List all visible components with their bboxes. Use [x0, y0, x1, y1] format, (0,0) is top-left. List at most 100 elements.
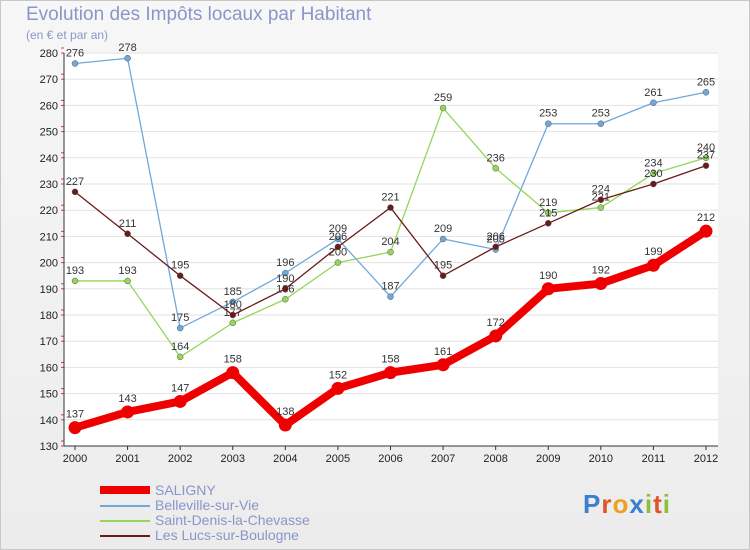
- data-point: [545, 209, 552, 217]
- data-label: 209: [434, 223, 452, 235]
- logo-letter: i: [662, 489, 671, 519]
- x-tick-label: 2008: [483, 453, 507, 465]
- data-label: 137: [66, 409, 84, 421]
- data-point: [121, 405, 135, 419]
- data-label: 180: [224, 299, 242, 311]
- data-point: [282, 296, 289, 303]
- data-point: [387, 248, 394, 256]
- data-label: 200: [329, 247, 347, 259]
- data-point: [597, 120, 605, 127]
- data-point: [594, 277, 608, 291]
- data-point: [702, 162, 710, 169]
- x-tick-label: 2007: [431, 453, 455, 465]
- data-point: [545, 220, 552, 227]
- y-tick-label: 190: [40, 284, 58, 296]
- x-tick-label: 2011: [642, 453, 666, 465]
- data-label: 161: [434, 346, 452, 358]
- data-label: 199: [644, 246, 662, 258]
- y-tick-label: 130: [40, 441, 58, 453]
- data-point: [650, 170, 657, 177]
- data-point: [545, 120, 552, 127]
- logo-letter: o: [612, 489, 630, 519]
- data-label: 192: [592, 265, 610, 277]
- y-tick-label: 230: [40, 179, 58, 191]
- data-point: [71, 60, 79, 67]
- x-tick-label: 2004: [273, 453, 297, 465]
- data-label: 253: [539, 108, 557, 120]
- data-label: 196: [276, 257, 294, 269]
- y-tick-label: 140: [40, 415, 58, 427]
- data-point: [387, 293, 394, 300]
- data-point: [439, 235, 447, 243]
- data-label: 138: [276, 406, 294, 418]
- data-label: 193: [118, 265, 136, 277]
- data-point: [650, 180, 657, 188]
- data-point: [702, 89, 710, 96]
- y-tick-label: 180: [40, 310, 58, 322]
- data-label: 190: [276, 273, 294, 285]
- data-label: 221: [381, 192, 399, 204]
- data-point: [439, 272, 447, 279]
- data-label: 230: [644, 168, 662, 180]
- data-point: [597, 196, 605, 203]
- data-point: [331, 381, 345, 395]
- data-label: 195: [171, 260, 189, 272]
- legend-label-belleville: Belleville-sur-Vie: [155, 497, 260, 513]
- data-label: 193: [66, 265, 84, 277]
- data-label: 206: [486, 231, 504, 243]
- data-label: 236: [486, 152, 504, 164]
- data-point: [699, 224, 713, 238]
- data-label: 278: [118, 42, 136, 54]
- data-point: [597, 204, 605, 211]
- data-label: 206: [329, 231, 347, 243]
- data-point: [278, 418, 292, 432]
- data-point: [492, 243, 499, 251]
- data-point: [334, 243, 342, 251]
- data-point: [229, 319, 236, 327]
- x-tick-label: 2009: [536, 453, 560, 465]
- data-point: [436, 358, 450, 372]
- logo-letter: i: [644, 489, 654, 519]
- data-point: [439, 104, 447, 112]
- data-point: [387, 204, 394, 211]
- legend-label-saligny: SALIGNY: [155, 482, 216, 498]
- data-point: [71, 188, 79, 196]
- data-label: 164: [171, 341, 189, 353]
- data-label: 205: [486, 234, 504, 246]
- data-label: 172: [486, 317, 504, 329]
- legend-swatch-saligny: [100, 486, 150, 494]
- data-label: 143: [118, 393, 136, 405]
- chart-subtitle: (en € et par an): [26, 28, 109, 42]
- chart-title: Evolution des Impôts locaux par Habitant: [26, 4, 372, 25]
- x-tick-label: 2001: [115, 453, 139, 465]
- x-tick-label: 2006: [378, 453, 402, 465]
- logo-letter: x: [629, 489, 645, 519]
- y-tick-label: 160: [40, 362, 58, 374]
- x-tick-label: 2003: [221, 453, 245, 465]
- legend-swatch-belleville: [100, 505, 150, 507]
- data-label: 261: [644, 87, 662, 99]
- data-label: 187: [381, 281, 399, 293]
- data-label: 185: [224, 286, 242, 298]
- data-point: [282, 285, 289, 293]
- data-label: 234: [644, 158, 662, 170]
- data-point: [124, 54, 131, 62]
- data-label: 158: [224, 354, 242, 366]
- data-label: 175: [171, 312, 189, 324]
- data-label: 158: [381, 354, 399, 366]
- legend-label-les-lucs: Les Lucs-sur-Boulogne: [155, 527, 299, 543]
- data-point: [334, 259, 342, 266]
- x-tick-label: 2000: [63, 453, 87, 465]
- data-point: [492, 165, 499, 172]
- data-label: 211: [119, 218, 137, 230]
- y-tick-label: 240: [40, 153, 58, 165]
- data-label: 212: [697, 212, 715, 224]
- x-tick-label: 2005: [326, 453, 350, 465]
- data-point: [226, 366, 240, 380]
- x-tick-label: 2002: [168, 453, 192, 465]
- data-point: [646, 258, 660, 272]
- y-tick-label: 200: [40, 258, 58, 270]
- data-point: [173, 394, 187, 408]
- legend-label-saint-denis: Saint-Denis-la-Chevasse: [155, 512, 310, 528]
